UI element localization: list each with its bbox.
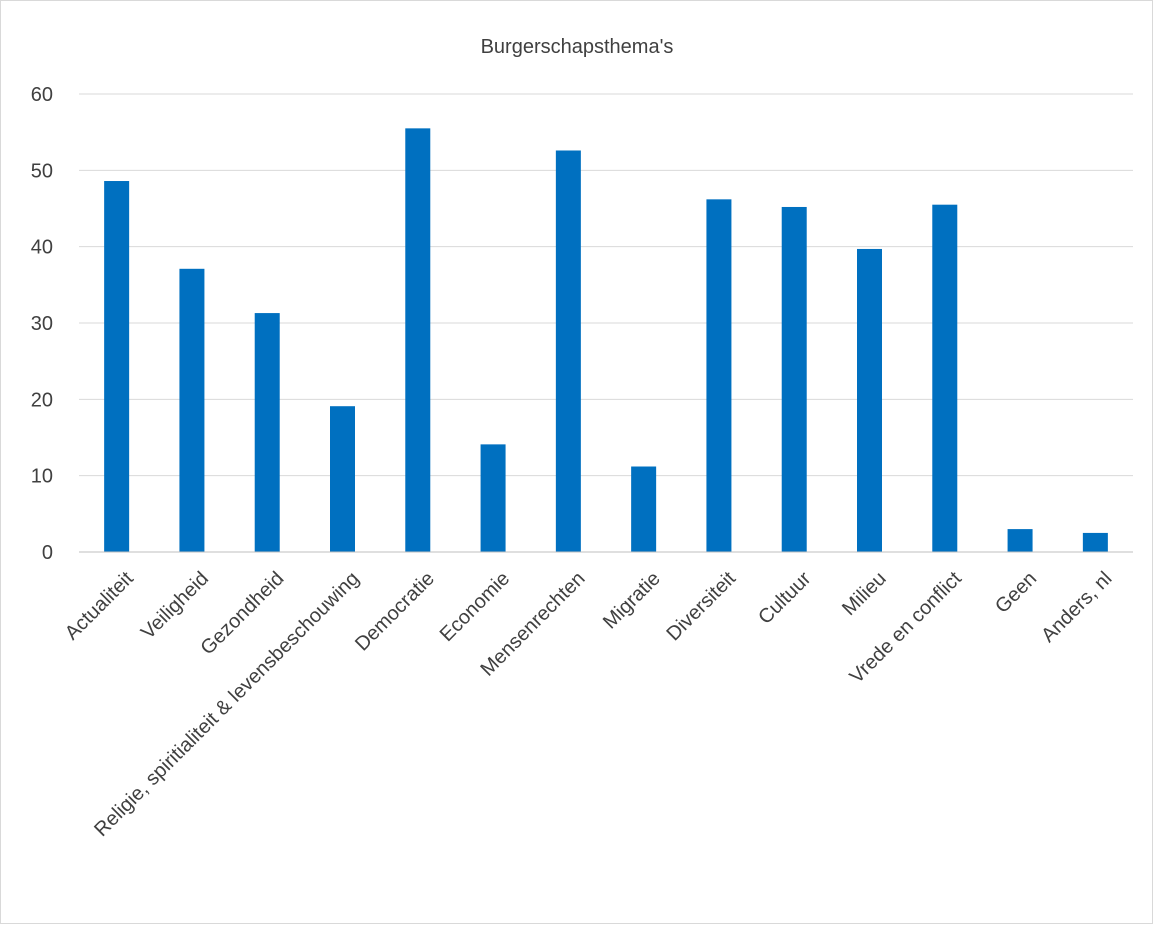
y-tick-label: 30 bbox=[31, 313, 53, 335]
category-label: Milieu bbox=[838, 568, 891, 621]
bar bbox=[104, 181, 130, 552]
bars bbox=[104, 128, 1108, 552]
category-label: Diversiteit bbox=[662, 567, 740, 645]
bar bbox=[480, 444, 506, 552]
y-tick-label: 50 bbox=[31, 160, 53, 182]
y-tick-label: 20 bbox=[31, 389, 53, 411]
y-tick-label: 10 bbox=[31, 466, 53, 488]
bar bbox=[932, 204, 958, 552]
bar bbox=[706, 199, 732, 552]
category-labels: Actualiteit VeiligheidGezondheidReligie, … bbox=[61, 567, 1117, 841]
bar bbox=[254, 313, 280, 552]
bar bbox=[631, 466, 657, 552]
category-label: Migratie bbox=[599, 568, 665, 634]
category-label: Actualiteit bbox=[61, 567, 138, 644]
category-label: Cultuur bbox=[754, 567, 815, 628]
bar bbox=[330, 406, 355, 552]
gridlines bbox=[79, 93, 1133, 477]
category-label: Religie, spiritialiteit & levensbeschouw… bbox=[90, 568, 363, 841]
bar bbox=[179, 268, 205, 552]
category-label: Veiligheid bbox=[137, 568, 213, 644]
category-label: Anders, nl bbox=[1037, 568, 1116, 647]
category-label: Democratie bbox=[351, 568, 439, 656]
bar bbox=[555, 150, 581, 552]
y-axis-ticks: 0 10 20 30 40 50 60 bbox=[31, 84, 53, 564]
y-tick-label: 40 bbox=[31, 237, 53, 259]
category-label: Economie bbox=[436, 568, 514, 646]
bar bbox=[1007, 529, 1033, 552]
chart-title: Burgerschapsthema's bbox=[481, 36, 674, 58]
y-tick-label: 60 bbox=[31, 84, 53, 106]
category-label: Geen bbox=[991, 568, 1041, 618]
bar bbox=[781, 206, 807, 552]
bar bbox=[857, 248, 882, 552]
y-tick-label: 0 bbox=[42, 542, 53, 564]
bar bbox=[1082, 532, 1108, 552]
bar bbox=[405, 128, 431, 552]
